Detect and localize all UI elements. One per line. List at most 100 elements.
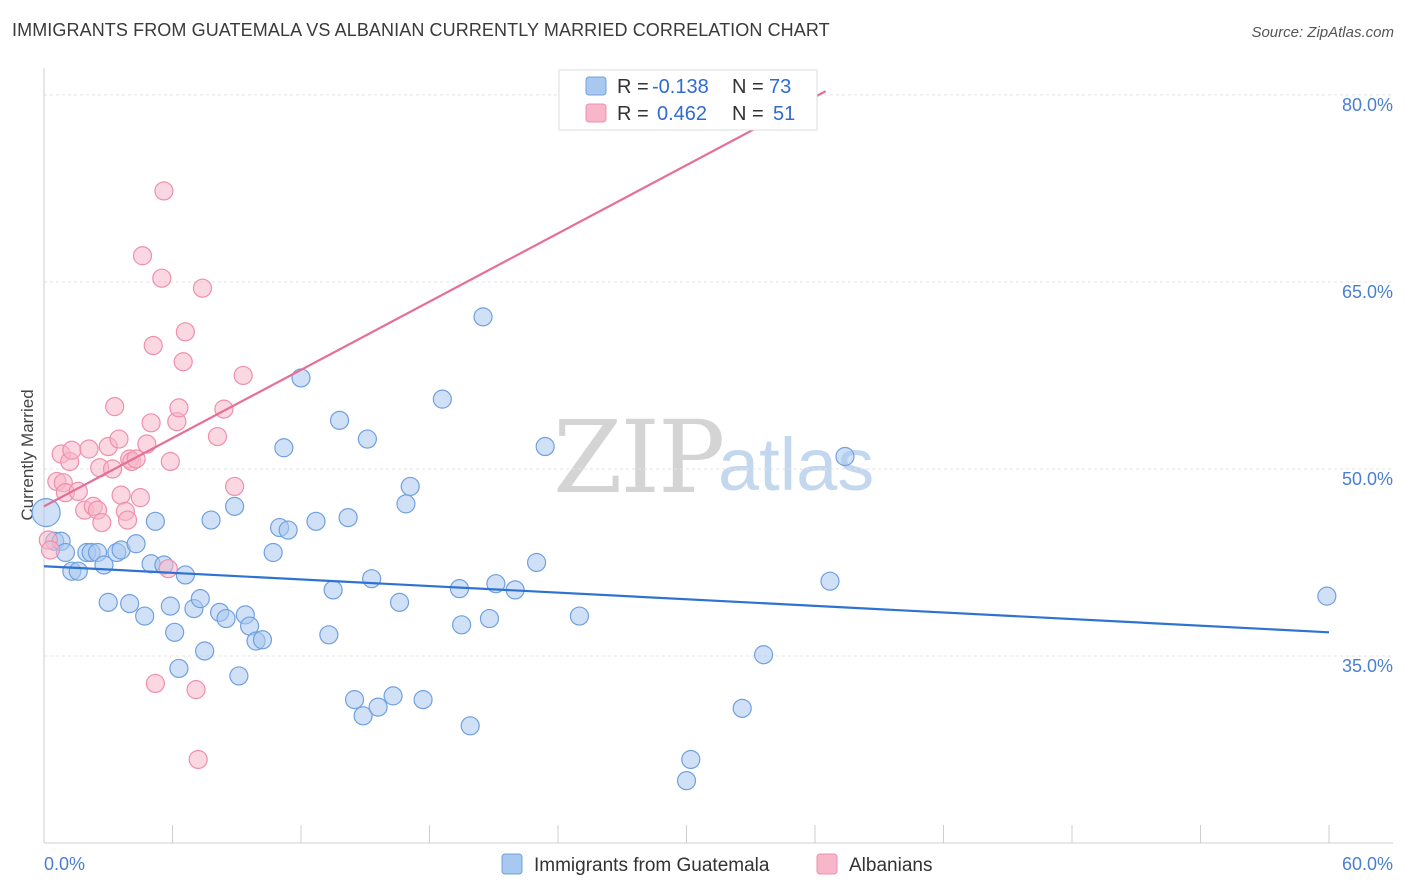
guatemala-point-47 [357,429,377,449]
guatemala-point-14 [126,534,146,554]
guatemala-point-53 [400,476,420,497]
guatemala-point-26 [201,510,221,530]
guatemala-point-17 [145,511,165,531]
series-legend-swatch-albanians [816,853,838,875]
correlation-legend: R = -0.138 N = 73 R = 0.462 N = 51 [558,69,818,131]
albanian-point-18 [109,429,129,449]
albanian-point-28 [141,413,161,433]
series-legend: Immigrants from Guatemala Albanians [501,853,932,876]
series-legend-label-albanians: Albanians [849,855,932,876]
y-tick-label-50: 50.0% [1342,469,1393,489]
y-tick-label-65: 65.0% [1342,282,1393,302]
albanian-point-17 [105,397,125,417]
guatemala-point-13 [120,594,140,614]
guatemala-point-24 [190,589,210,609]
albanian-point-32 [154,181,174,201]
watermark-zip: ZIP [553,399,723,516]
guatemala-point-49 [368,697,388,717]
guatemala-point-29 [225,496,245,516]
guatemala-point-66 [676,771,697,791]
albanian-point-10 [79,439,99,459]
guatemala-point-10 [98,592,118,612]
legend-n-label-albanians: N = [732,103,764,125]
guatemala-point-72 [1317,586,1337,606]
albanian-point-31 [152,268,172,288]
albanian-point-29 [143,335,163,356]
guatemala-point-22 [175,565,195,585]
legend-n-label-guatemala: N = [732,76,764,98]
y-tick-label-80: 80.0% [1342,95,1393,115]
guatemala-point-34 [252,630,273,650]
albanian-point-21 [117,510,138,530]
y-tick-label-35: 35.0% [1342,656,1393,676]
guatemala-point-58 [460,716,480,736]
legend-r-value-albanians: 0.462 [657,103,707,125]
legend-swatch-albanians [585,103,607,123]
x-tick-label-max: 60.0% [1342,854,1393,874]
guatemala-point-30 [229,666,249,686]
guatemala-point-50 [383,686,403,706]
series-legend-swatch-guatemala [501,853,523,875]
albanian-point-38 [175,322,195,342]
albanian-point-33 [158,559,178,579]
albanian-point-14 [92,512,112,533]
guatemala-point-43 [329,410,350,430]
guatemala-point-46 [353,706,373,726]
guatemala-point-5 [68,561,88,581]
axes [43,68,1393,844]
watermark-atlas: atlas [718,423,874,506]
albanian-point-34 [160,451,180,472]
series-0-points [31,307,1337,791]
albanian-trend-line [43,90,827,508]
legend-swatch-guatemala [585,76,607,96]
guatemala-point-54 [413,690,433,710]
albanian-point-39 [186,680,206,700]
guatemala-point-15 [135,606,155,626]
chart-title: IMMIGRANTS FROM GUATEMALA VS ALBANIAN CU… [12,20,830,40]
guatemala-point-45 [344,690,365,710]
guatemala-point-39 [291,368,311,388]
albanian-point-25 [130,488,150,508]
guatemala-point-57 [452,615,472,635]
guatemala-point-69 [753,645,774,665]
gridlines [44,94,1393,657]
guatemala-point-0 [31,498,61,528]
x-ticks [43,825,1330,843]
guatemala-point-52 [396,494,416,514]
guatemala-point-68 [732,698,752,718]
guatemala-point-70 [820,571,840,591]
guatemala-point-59 [473,307,493,327]
guatemala-point-21 [169,658,189,679]
albanian-point-40 [188,749,208,770]
legend-r-label-guatemala: R = [617,76,649,98]
guatemala-point-55 [432,389,452,409]
y-axis-label: Currently Married [18,389,37,520]
guatemala-point-38 [278,520,298,540]
legend-r-label-albanians: R = [617,103,649,125]
guatemala-point-51 [389,592,410,612]
x-tick-label-min: 0.0% [44,854,85,874]
series-legend-label-guatemala: Immigrants from Guatemala [534,855,770,876]
guatemala-point-44 [338,507,358,528]
albanian-point-30 [145,673,165,694]
guatemala-point-48 [362,569,382,589]
albanian-point-42 [207,426,228,447]
guatemala-point-42 [323,580,343,600]
albanian-point-43 [214,399,234,419]
albanian-point-41 [192,278,213,298]
albanian-point-36 [169,398,189,418]
legend-n-value-guatemala: 73 [769,76,791,98]
legend-r-value-guatemala: -0.138 [652,76,709,98]
albanian-point-44 [225,476,245,497]
albanian-point-7 [62,440,82,460]
guatemala-point-67 [681,749,701,770]
trend-lines [43,90,1330,634]
albanian-point-27 [137,434,157,454]
guatemala-point-28 [216,608,236,629]
guatemala-point-41 [319,625,339,645]
guatemala-point-25 [195,641,215,661]
series-1-points [38,181,253,770]
guatemala-point-40 [306,511,326,531]
guatemala-point-71 [835,446,855,467]
